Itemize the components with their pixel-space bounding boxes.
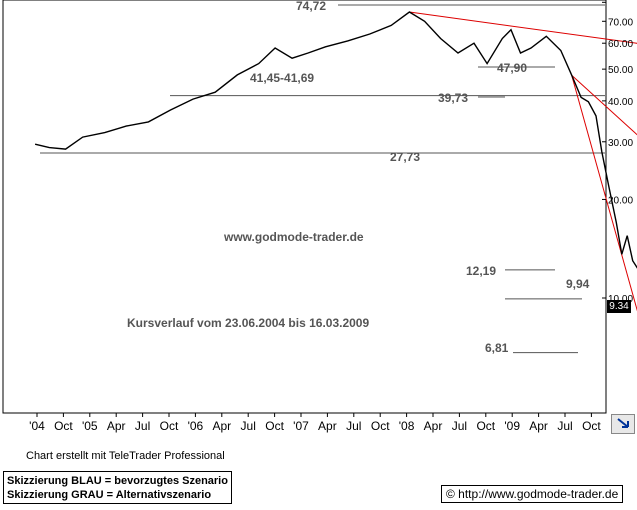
- price-series: [34, 11, 637, 269]
- x-tick-label-11: Apr: [318, 419, 337, 433]
- x-tick-label-4: Jul: [135, 419, 150, 433]
- x-axis: '04 Oct '05 Apr Jul Oct '06 Apr Jul Oct '07 Apr Jul O…: [29, 413, 601, 433]
- x-tick-label-9: Oct: [265, 419, 284, 433]
- price-label-1: 47,90: [497, 61, 527, 75]
- level-label-2: 12,19: [466, 264, 496, 278]
- level-label-0: 41,45-41,69: [250, 71, 314, 85]
- x-tick-label-5: Oct: [160, 419, 179, 433]
- x-tick-label-3: Apr: [107, 419, 126, 433]
- chart-title: Kursverlauf vom 23.06.2004 bis 16.03.200…: [127, 316, 369, 330]
- y-tick-label-3: 40.00: [608, 97, 633, 108]
- price-line: [34, 11, 637, 269]
- x-tick-label-20: Jul: [557, 419, 572, 433]
- x-tick-label-19: Apr: [529, 419, 548, 433]
- x-tick-label-18: '09: [504, 419, 520, 433]
- x-tick-label-16: Jul: [452, 419, 467, 433]
- y-tick-label-0: 70.00: [608, 17, 633, 28]
- x-tick-label-1: Oct: [54, 419, 73, 433]
- level-label-4: 6,81: [485, 341, 509, 355]
- y-tick-label-5: 20.00: [608, 195, 633, 206]
- x-tick-label-8: Jul: [241, 419, 256, 433]
- x-tick-label-15: Apr: [424, 419, 443, 433]
- trend-3: [571, 75, 637, 312]
- x-tick-label-10: '07: [293, 419, 309, 433]
- plot-area: [2, 0, 607, 414]
- x-tick-label-2: '05: [82, 419, 98, 433]
- trend-1: [409, 11, 637, 44]
- legend-blue: Skizzierung BLAU = bevorzugtes Szenario: [7, 475, 228, 487]
- price-label-2: 39,73: [438, 91, 468, 105]
- y-tick-label-2: 50.00: [608, 65, 633, 76]
- x-tick-label-14: '08: [399, 419, 415, 433]
- trendlines: [409, 11, 637, 312]
- arrow-icon: [617, 418, 629, 428]
- y-axis: 70.00 60.00 50.00 40.00 30.00 20.00 10.00: [602, 1, 633, 305]
- level-label-1: 27,73: [390, 150, 420, 164]
- scenario-legend: Skizzierung BLAU = bevorzugtes Szenario …: [3, 471, 232, 504]
- value-labels: 41,45-41,69 27,73 12,19 9,94 6,81 74,72 47,90 3…: [250, 0, 590, 355]
- legend-grey: Skizzierung GRAU = Alternativszenario: [7, 489, 212, 501]
- watermark: www.godmode-trader.de: [223, 230, 364, 244]
- level-label-3: 9,94: [566, 277, 590, 291]
- x-tick-label-6: '06: [188, 419, 204, 433]
- trend-2: [571, 74, 637, 136]
- x-tick-label-0: '04: [29, 419, 45, 433]
- x-tick-label-17: Oct: [476, 419, 495, 433]
- x-tick-label-13: Oct: [371, 419, 390, 433]
- x-tick-label-12: Jul: [346, 419, 361, 433]
- y-tick-label-1: 60.00: [608, 39, 633, 50]
- x-tick-label-21: Oct: [582, 419, 601, 433]
- horizontal-levels: [40, 4, 605, 354]
- x-tick-label-7: Apr: [212, 419, 231, 433]
- y-tick-label-6: 10.00: [608, 294, 633, 305]
- chart-corner-button[interactable]: [611, 414, 635, 434]
- footer-url-link[interactable]: © http://www.godmode-trader.de: [441, 485, 624, 503]
- price-label-0: 74,72: [296, 0, 326, 13]
- chart-credit: Chart erstellt mit TeleTrader Profession…: [26, 450, 225, 462]
- last-price-badge: 9.34: [607, 300, 631, 313]
- y-tick-label-4: 30.00: [608, 138, 633, 149]
